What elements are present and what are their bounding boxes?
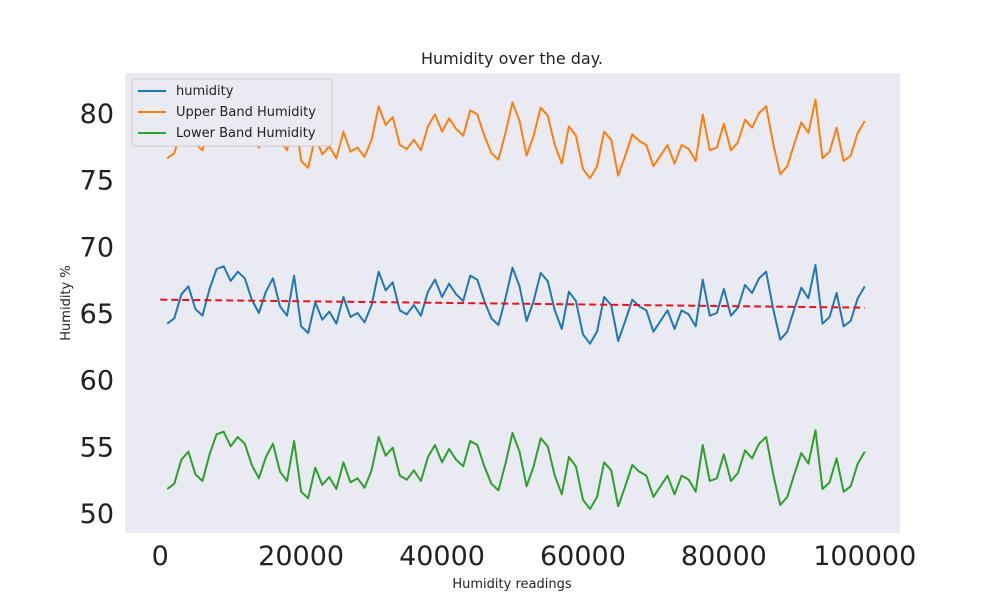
- series-line-3: [166, 429, 866, 510]
- legend-label: Upper Band Humidity: [176, 105, 316, 120]
- x-tick-label: 40000: [399, 541, 485, 572]
- legend: humidity Upper Band Humidity Lower Band Hu…: [131, 78, 333, 147]
- y-axis: 50 55 60 65 70 75 80: [80, 99, 114, 530]
- x-tick-label: 100000: [813, 541, 916, 572]
- y-tick-label: 70: [80, 232, 114, 263]
- x-tick-label: 20000: [258, 541, 344, 572]
- legend-label: Lower Band Humidity: [176, 126, 316, 141]
- y-tick-label: 80: [80, 99, 114, 130]
- x-tick-label: 60000: [540, 541, 626, 572]
- x-tick-label: 80000: [681, 541, 767, 572]
- series-line-1: [166, 264, 866, 345]
- trend-line: [160, 298, 865, 309]
- y-tick-label: 60: [80, 366, 114, 397]
- legend-box: [131, 78, 333, 147]
- y-tick-label: 75: [80, 166, 114, 197]
- legend-label: humidity: [176, 84, 234, 99]
- chart-title: Humidity over the day.: [421, 49, 603, 68]
- x-axis: 0 20000 40000 60000 80000 100000: [152, 541, 917, 572]
- y-tick-label: 55: [80, 432, 114, 463]
- y-axis-label: Humidity %: [59, 265, 74, 340]
- x-axis-label: Humidity readings: [452, 577, 571, 592]
- y-tick-label: 65: [80, 299, 114, 330]
- y-tick-label: 50: [80, 499, 114, 530]
- x-tick-label: 0: [152, 541, 169, 572]
